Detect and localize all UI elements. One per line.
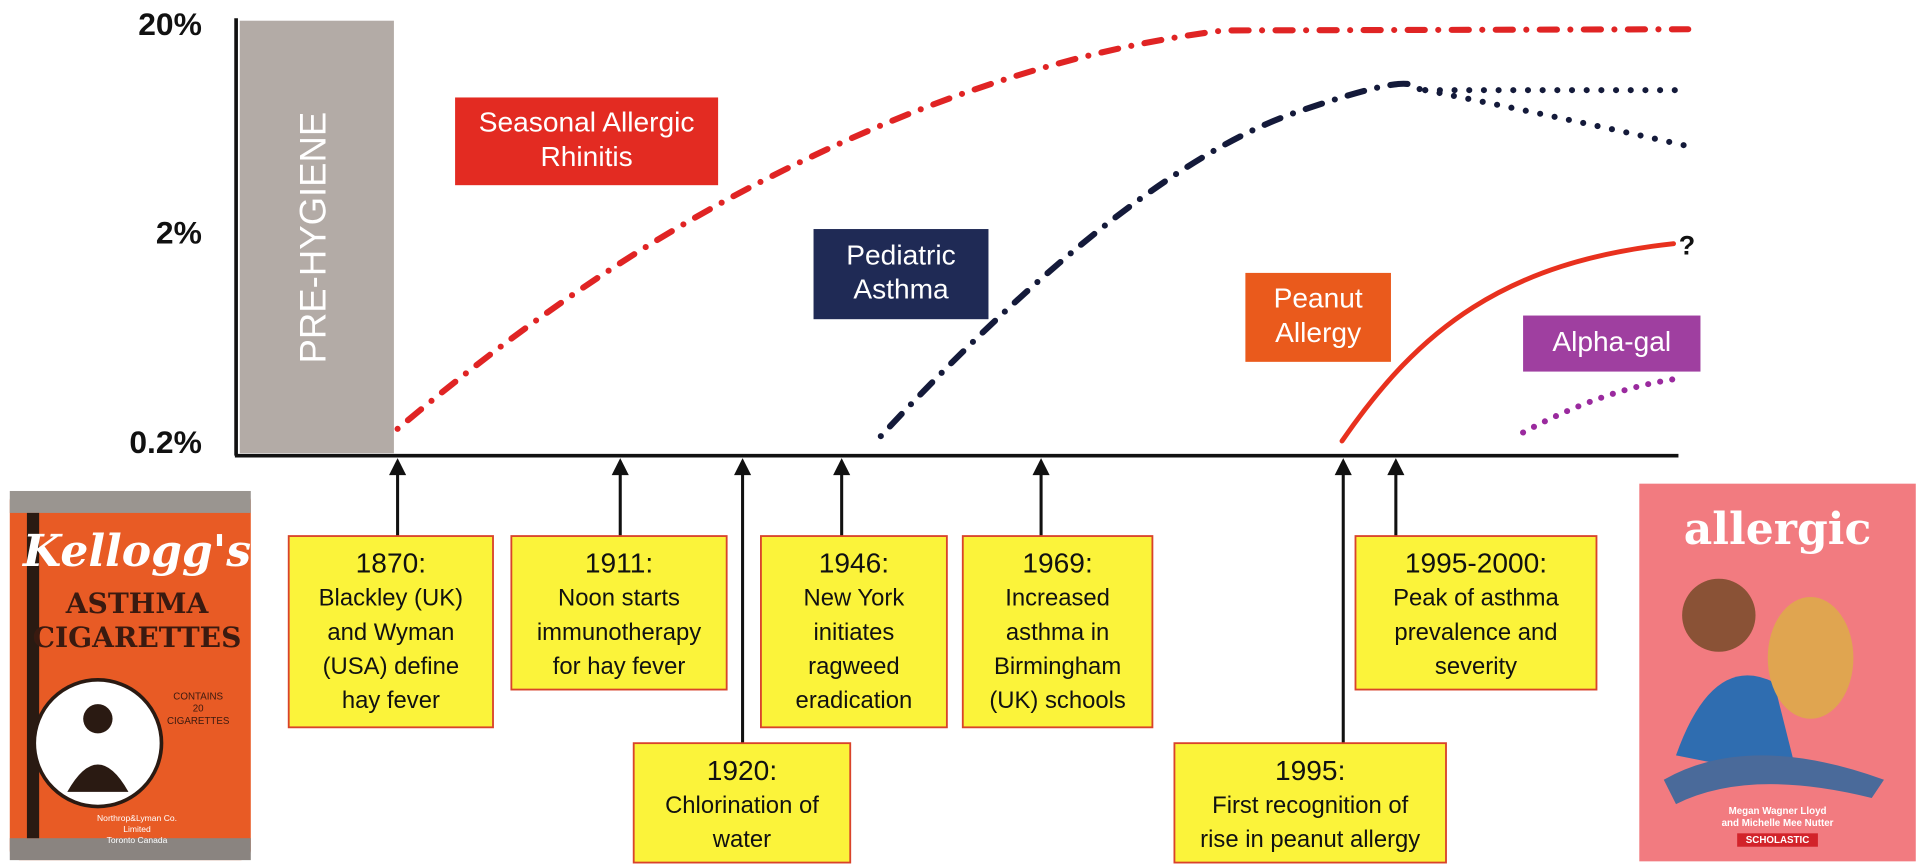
- condition-label: Alpha-gal: [1552, 326, 1671, 357]
- book-legs: [1663, 755, 1884, 805]
- tin-maker: Northrop&Lyman Co.: [97, 813, 177, 823]
- event-text: ragweed: [808, 653, 899, 680]
- book-author: Megan Wagner Lloyd: [1729, 806, 1827, 817]
- event-text: First recognition of: [1212, 792, 1409, 819]
- event-box: [1354, 535, 1598, 691]
- event-text: New York: [804, 585, 905, 612]
- event-box: [287, 535, 494, 729]
- book-dog: [1767, 596, 1854, 719]
- alpha-gal-curve: [1520, 375, 1680, 436]
- event-text: (UK) schools: [989, 687, 1126, 714]
- pre-hygiene-label: PRE-HYGIENE: [292, 112, 333, 364]
- tin-brand: Kellogg's: [21, 526, 251, 577]
- book-girl-body: [1675, 675, 1799, 780]
- condition-label: Peanut: [1274, 283, 1363, 314]
- condition-label: Seasonal Allergic: [479, 107, 695, 138]
- event-text: asthma in: [1006, 619, 1109, 646]
- event-text: for hay fever: [553, 653, 686, 680]
- condition-label-box: [1245, 272, 1391, 362]
- book-title: allergic: [1684, 504, 1872, 555]
- event-text: Blackley (UK): [319, 585, 463, 612]
- event-text: Peak of asthma: [1393, 585, 1559, 612]
- pre-hygiene-block: [239, 20, 394, 454]
- tin-figure-head: [83, 704, 113, 734]
- event-box: [510, 535, 728, 691]
- event-text: prevalence and: [1394, 619, 1557, 646]
- event-arrowhead: [734, 458, 752, 476]
- condition-label: Allergy: [1275, 317, 1361, 348]
- y-axis-label: 0.2%: [129, 424, 201, 460]
- event-box: [961, 535, 1154, 729]
- y-axis-label: 20%: [138, 6, 202, 42]
- asthma-curve: [877, 80, 1429, 440]
- event-text: initiates: [813, 619, 894, 646]
- event-arrowhead: [389, 458, 407, 476]
- tin-maker: Toronto Canada: [107, 835, 168, 845]
- tin-emblem: [32, 677, 164, 809]
- event-year: 1946:: [819, 548, 889, 579]
- event-text: and Wyman: [327, 619, 454, 646]
- tin-maker: Limited: [123, 824, 151, 834]
- event-arrowhead: [833, 458, 851, 476]
- event-arrowhead: [1032, 458, 1050, 476]
- condition-label: Pediatric: [846, 240, 955, 271]
- event-text: water: [712, 826, 771, 853]
- event-year: 1995:: [1275, 755, 1345, 786]
- tin-contents: 20: [193, 704, 204, 715]
- uncertainty-mark: ?: [1679, 230, 1695, 260]
- event-text: Noon starts: [558, 585, 680, 612]
- condition-label-box: [813, 229, 989, 320]
- event-text: (USA) define: [323, 653, 460, 680]
- condition-label-box: [455, 97, 719, 186]
- y-axis-label: 2%: [156, 215, 202, 251]
- event-box: [632, 742, 852, 864]
- book-author: and Michelle Mee Nutter: [1722, 818, 1834, 829]
- tin-title: CIGARETTES: [33, 621, 242, 654]
- event-text: Birmingham: [994, 653, 1121, 680]
- book-publisher: SCHOLASTIC: [1746, 835, 1810, 846]
- book-girl-head: [1682, 578, 1756, 652]
- book-publisher-badge: [1737, 833, 1818, 847]
- tin-contents: CIGARETTES: [167, 716, 230, 727]
- event-text: rise in peanut allergy: [1200, 826, 1420, 853]
- condition-label-box: [1523, 315, 1701, 372]
- tin-base: [9, 838, 251, 861]
- event-year: 1969:: [1022, 548, 1092, 579]
- tin-title: ASTHMA: [65, 587, 210, 620]
- event-year: 1995-2000:: [1405, 548, 1547, 579]
- tin-lid: [9, 490, 251, 513]
- seasonal-curve: [394, 26, 1692, 432]
- event-text: immunotherapy: [537, 619, 701, 646]
- event-arrowhead: [611, 458, 629, 476]
- condition-label: Rhinitis: [540, 141, 632, 172]
- condition-label: Asthma: [853, 274, 949, 305]
- peanut-curve: [1339, 241, 1676, 444]
- asthma-curve-decline: [1422, 87, 1692, 150]
- event-text: eradication: [796, 687, 913, 714]
- event-year: 1920:: [707, 755, 777, 786]
- tin-contents: CONTAINS: [173, 691, 223, 702]
- event-text: Chlorination of: [665, 792, 819, 819]
- event-text: severity: [1435, 653, 1517, 680]
- event-arrowhead: [1387, 458, 1405, 476]
- event-year: 1911:: [585, 548, 653, 579]
- event-text: hay fever: [342, 687, 440, 714]
- tin-figure-body: [67, 764, 129, 792]
- event-box: [760, 535, 948, 729]
- event-text: Increased: [1005, 585, 1110, 612]
- event-arrowhead: [1334, 458, 1352, 476]
- event-box: [1173, 742, 1447, 864]
- event-year: 1870:: [356, 548, 426, 579]
